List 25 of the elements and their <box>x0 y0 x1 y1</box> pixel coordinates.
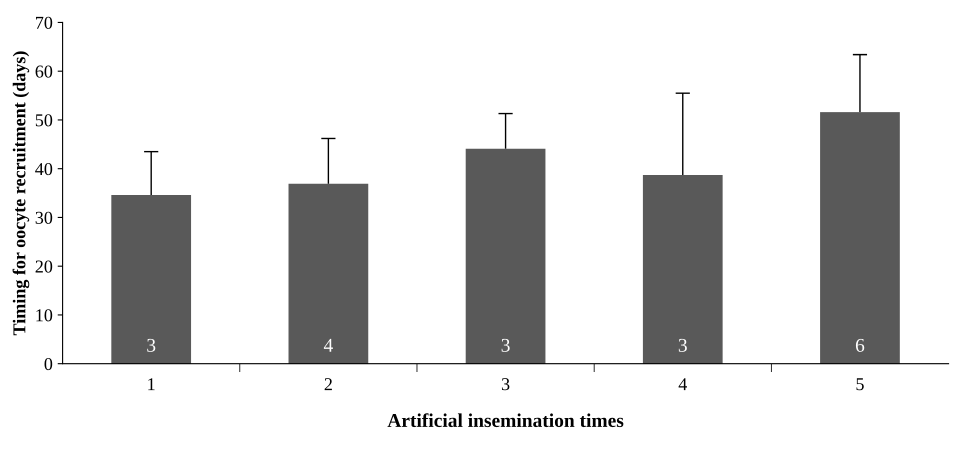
annotation: 4 <box>324 338 333 352</box>
x-tick-label: 5 <box>856 378 864 390</box>
annotation: 3 <box>147 338 156 352</box>
y-tick-label: 0 <box>44 358 52 370</box>
y-tick-label: 60 <box>36 65 52 78</box>
y-tick-label: 20 <box>36 260 52 273</box>
annotation: 6 <box>856 338 864 352</box>
y-tick-label: 10 <box>36 309 52 322</box>
x-tick-label: 4 <box>678 378 687 390</box>
bar <box>820 112 900 364</box>
x-axis-title: Artificial insemination times <box>387 413 624 428</box>
bar <box>288 184 368 364</box>
y-tick-label: 40 <box>35 162 52 176</box>
y-tick-label: 30 <box>36 212 52 224</box>
bar <box>466 148 546 364</box>
x-tick-label: 3 <box>502 378 510 390</box>
annotation: 3 <box>502 338 510 352</box>
x-tick-label: 1 <box>148 378 155 390</box>
bar <box>642 175 723 364</box>
y-axis-title: Timing for oocyte recruitment (days) <box>12 51 30 336</box>
x-tick-label: 2 <box>324 378 332 390</box>
y-tick-label: 70 <box>36 16 52 29</box>
y-tick-label: 50 <box>36 114 52 126</box>
bar <box>111 195 192 364</box>
annotation: 3 <box>678 338 687 352</box>
